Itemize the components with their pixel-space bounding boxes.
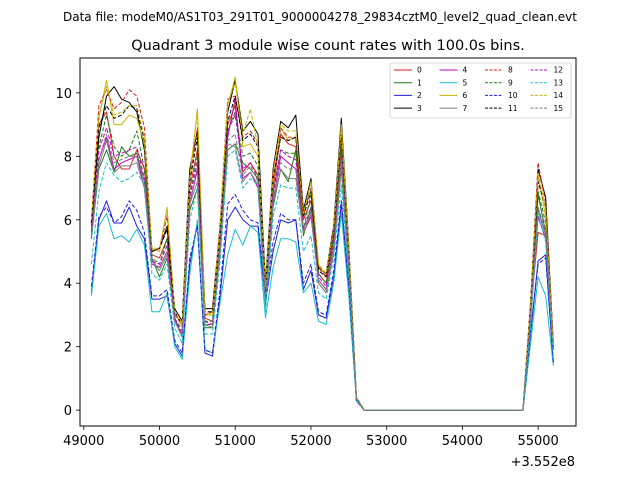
series-line-15 [90,133,554,411]
y-tick-label: 8 [64,150,72,165]
y-tick-label: 10 [55,87,72,102]
x-tick-label: 54000 [442,434,483,449]
chart-title: Quadrant 3 module wise count rates with … [131,38,525,54]
legend-label-8: 8 [508,66,513,75]
plot-frame [79,57,577,427]
y-axis: 0 2 4 6 8 10 [55,87,80,419]
series-line-13 [90,149,554,411]
legend-label-0: 0 [417,66,422,75]
y-tick-label: 2 [64,341,72,356]
y-tick-label: 4 [64,277,72,292]
x-tick-label: 51000 [215,434,256,449]
legend-label-11: 11 [508,104,518,113]
legend-label-7: 7 [463,104,468,113]
legend-box [389,62,572,119]
legend-label-12: 12 [554,66,564,75]
legend-label-13: 13 [554,78,564,87]
legend-label-15: 15 [554,104,564,113]
y-tick-label: 6 [64,214,72,229]
x-tick-label: 55000 [517,434,558,449]
legend-label-10: 10 [508,91,518,100]
legend-label-14: 14 [554,91,564,100]
legend-label-5: 5 [463,78,468,87]
x-tick-label: 53000 [366,434,407,449]
legend-label-9: 9 [508,78,513,87]
series-layer [90,76,554,411]
x-tick-label: 50000 [139,434,180,449]
x-tick-label: 52000 [290,434,331,449]
legend-label-1: 1 [417,78,422,87]
x-offset-label: +3.552e8 [511,455,575,470]
legend-label-4: 4 [463,66,468,75]
x-axis: 49000 50000 51000 52000 53000 54000 55000 [63,426,559,449]
legend-label-3: 3 [417,104,422,113]
legend-label-2: 2 [417,91,422,100]
figure-suptitle: Data file: modeM0/AS1T03_291T01_90000042… [63,10,577,24]
x-tick-label: 49000 [63,434,104,449]
legend-label-6: 6 [463,91,468,100]
y-tick-label: 0 [64,404,72,419]
